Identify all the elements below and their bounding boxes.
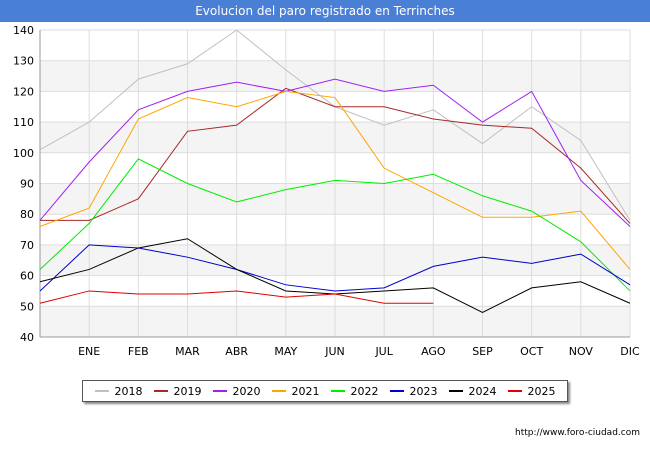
y-tick-label: 110 <box>13 116 34 129</box>
y-tick-label: 40 <box>20 331 34 344</box>
y-tick-label: 50 <box>20 300 34 313</box>
legend-label: 2025 <box>527 384 556 398</box>
x-tick-label: SEP <box>472 345 493 358</box>
legend-label: 2019 <box>173 384 202 398</box>
y-tick-label: 130 <box>13 55 34 68</box>
x-tick-label: JUN <box>324 345 345 358</box>
y-tick-label: 60 <box>20 270 34 283</box>
legend-swatch <box>271 390 286 392</box>
legend-item-2024: 2024 <box>448 384 497 398</box>
legend-label: 2024 <box>468 384 497 398</box>
legend-swatch <box>507 390 522 392</box>
series-line-2020 <box>39 78 631 227</box>
legend-label: 2023 <box>409 384 438 398</box>
legend-swatch <box>153 390 168 392</box>
y-tick-label: 90 <box>20 178 34 191</box>
legend-item-2018: 2018 <box>94 384 143 398</box>
chart-title: Evolucion del paro registrado en Terrinc… <box>0 0 650 22</box>
y-tick-label: 70 <box>20 239 34 252</box>
x-tick-label: ABR <box>225 345 248 358</box>
x-tick-label: JUL <box>374 345 393 358</box>
x-tick-label: OCT <box>520 345 543 358</box>
x-tick-label: MAY <box>274 345 297 358</box>
x-tick-label: ENE <box>78 345 100 358</box>
legend-swatch <box>389 390 404 392</box>
legend-swatch <box>94 390 109 392</box>
legend-item-2020: 2020 <box>212 384 261 398</box>
legend-swatch <box>330 390 345 392</box>
legend-swatch <box>212 390 227 392</box>
x-tick-label: AGO <box>421 345 446 358</box>
y-tick-label: 100 <box>13 147 34 160</box>
chart-legend: 2018 2019 2020 2021 2022 2023 2024 2025 <box>82 380 568 402</box>
y-tick-label: 120 <box>13 85 34 98</box>
legend-item-2025: 2025 <box>507 384 556 398</box>
x-tick-label: NOV <box>569 345 594 358</box>
y-tick-label: 80 <box>20 208 34 221</box>
series-line-2025 <box>39 290 434 304</box>
legend-item-2022: 2022 <box>330 384 379 398</box>
x-tick-label: DIC <box>620 345 640 358</box>
x-tick-label: FEB <box>128 345 149 358</box>
legend-item-2021: 2021 <box>271 384 320 398</box>
legend-swatch <box>448 390 463 392</box>
legend-item-2023: 2023 <box>389 384 438 398</box>
x-tick-label: MAR <box>175 345 200 358</box>
y-tick-label: 140 <box>13 24 34 37</box>
series-line-2022 <box>39 158 631 292</box>
footer-url: http://www.foro-ciudad.com <box>515 428 640 438</box>
legend-item-2019: 2019 <box>153 384 202 398</box>
legend-label: 2018 <box>114 384 143 398</box>
series-line-2019 <box>40 87 631 224</box>
legend-label: 2021 <box>291 384 320 398</box>
legend-label: 2022 <box>350 384 379 398</box>
legend-label: 2020 <box>232 384 261 398</box>
series-line-2021 <box>39 90 631 270</box>
